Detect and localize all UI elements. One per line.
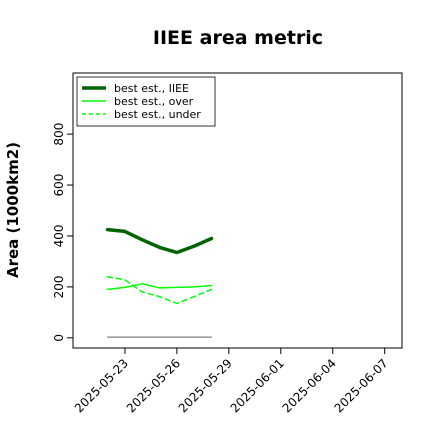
y-tick-label-4: 800	[52, 123, 66, 146]
legend: best est., IIEE best est., over best est…	[76, 76, 216, 127]
y-axis-label: Area (1000km2)	[4, 142, 22, 278]
legend-label-under: best est., under	[114, 108, 201, 121]
axes-layer: 0 200 400 600 800 2025-05-232025-05-262025-05…	[52, 123, 391, 416]
legend-label-iiee: best est., IIEE	[114, 82, 189, 95]
x-tick-label-4: 2025-06-04	[280, 356, 339, 415]
y-tick-label-0: 0	[52, 334, 66, 342]
series-line-2	[106, 275, 213, 305]
x-tick-label-0: 2025-05-23	[72, 356, 131, 415]
series-line-1	[106, 283, 213, 291]
legend-label-over: best est., over	[114, 95, 194, 108]
x-tick-label-5: 2025-06-07	[332, 356, 391, 415]
y-tick-label-2: 400	[52, 225, 66, 248]
y-tick-label-1: 200	[52, 275, 66, 298]
x-tick-label-3: 2025-06-01	[228, 356, 287, 415]
series-line-0	[105, 227, 214, 255]
series-layer	[105, 227, 214, 338]
y-tick-label-3: 600	[52, 174, 66, 197]
x-tick-label-2: 2025-05-29	[176, 356, 235, 415]
chart-title: IIEE area metric	[153, 27, 323, 49]
x-tick-label-1: 2025-05-26	[124, 356, 183, 415]
plot-frame	[72, 72, 403, 349]
